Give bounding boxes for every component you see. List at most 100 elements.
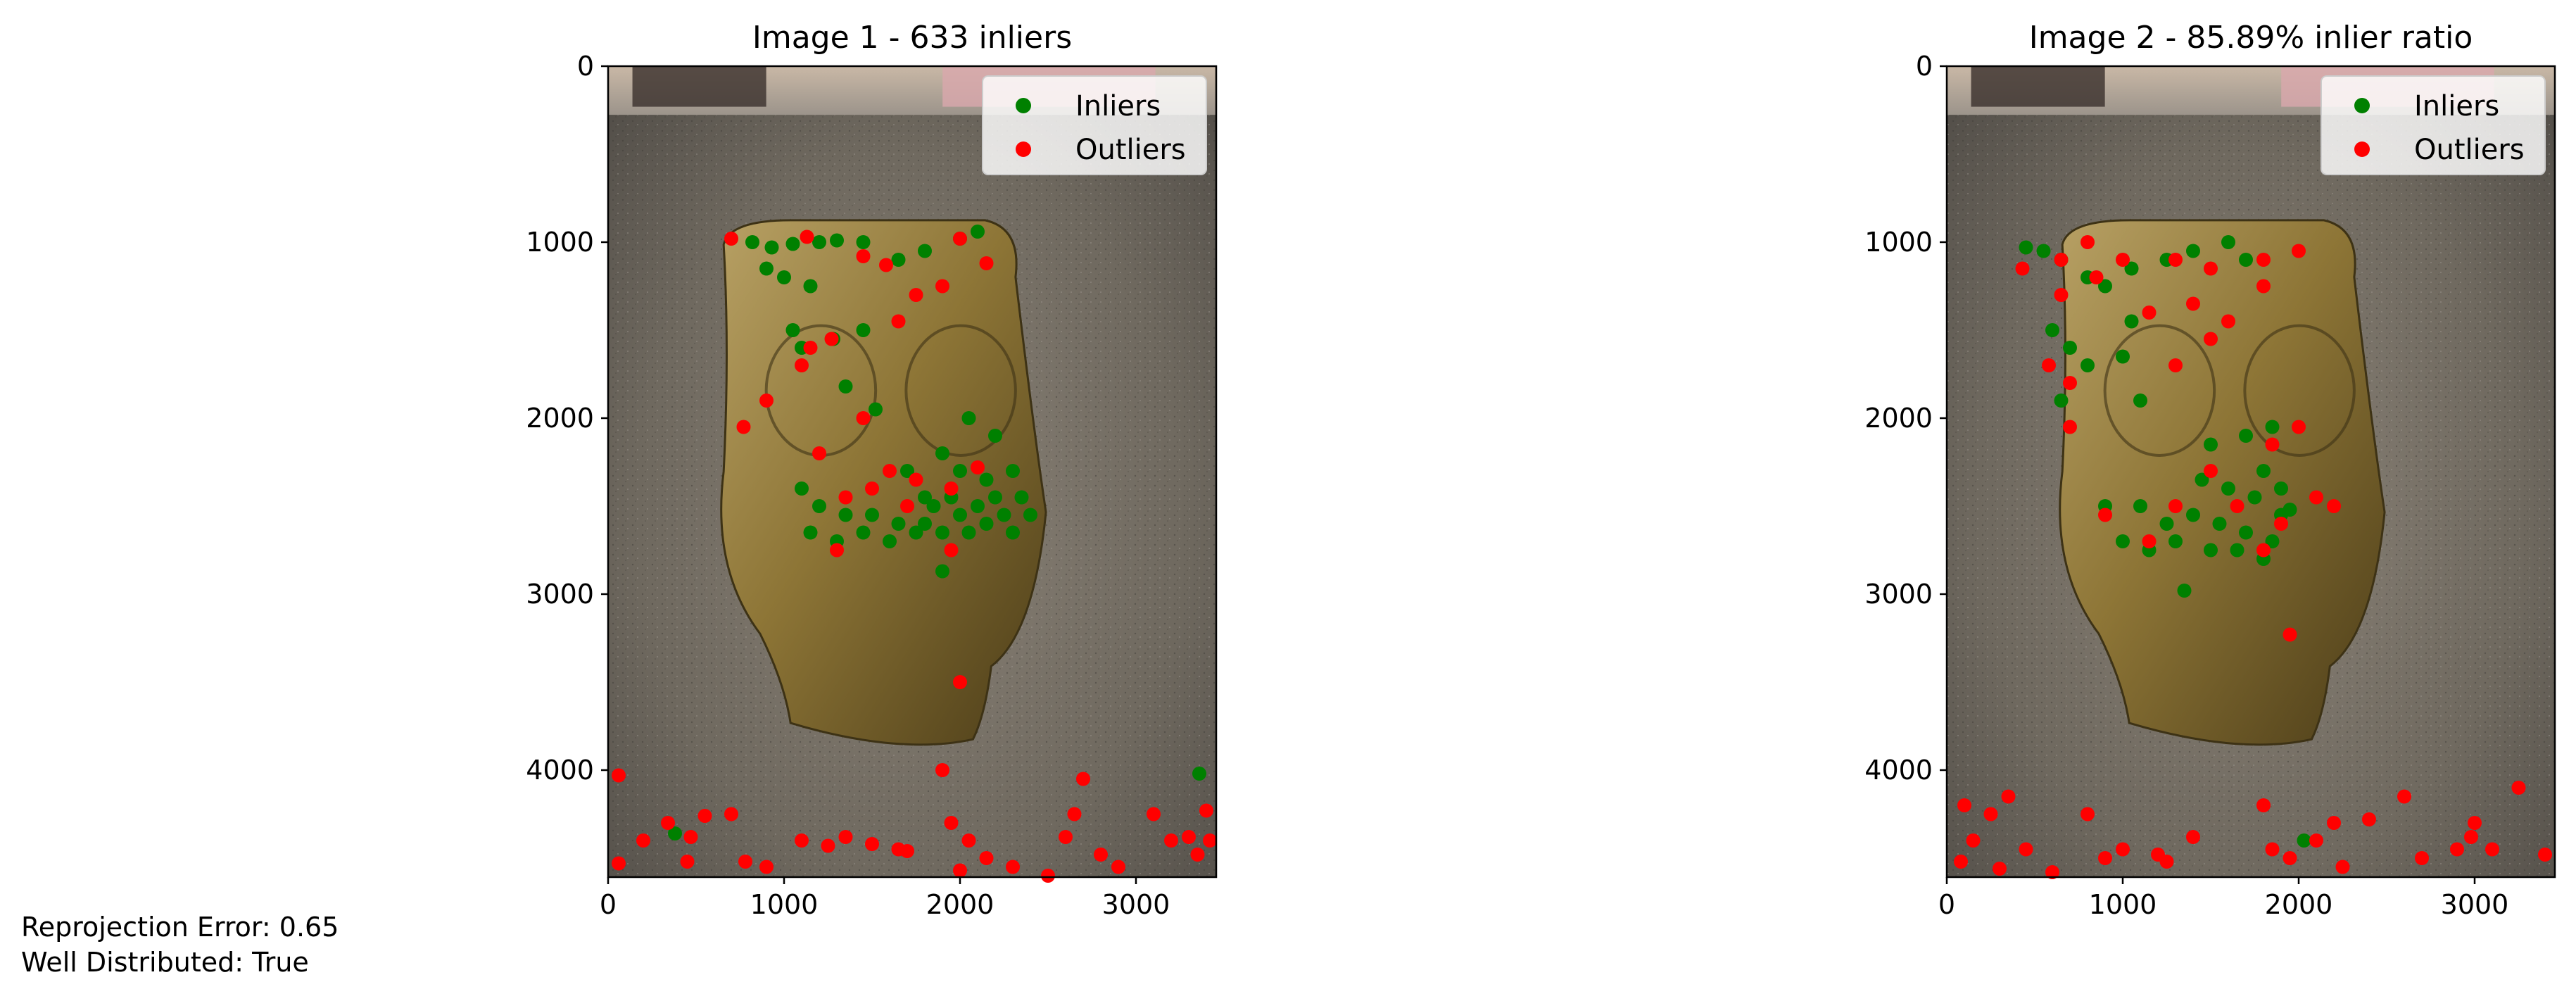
photo-background bbox=[1947, 66, 2555, 877]
outlier-point bbox=[2221, 314, 2235, 329]
outlier-point bbox=[2204, 261, 2218, 276]
outlier-point bbox=[2142, 306, 2157, 320]
outlier-point bbox=[795, 358, 809, 372]
legend-label: Inliers bbox=[2414, 90, 2499, 122]
outlier-point bbox=[883, 464, 897, 478]
outlier-point bbox=[1094, 848, 1108, 862]
y-tick-label: 2000 bbox=[526, 403, 594, 434]
inlier-point bbox=[2247, 490, 2262, 505]
legend-label: Inliers bbox=[1075, 90, 1161, 122]
inlier-point bbox=[2195, 472, 2209, 487]
outlier-point bbox=[2335, 860, 2350, 874]
y-tick-label: 2000 bbox=[1864, 403, 1933, 434]
outlier-point bbox=[683, 830, 698, 844]
outlier-point bbox=[2063, 420, 2077, 434]
inlier-point bbox=[909, 525, 923, 540]
outlier-point bbox=[909, 288, 923, 302]
inlier-point bbox=[883, 534, 897, 548]
inlier-point bbox=[953, 508, 967, 522]
outlier-point bbox=[2274, 517, 2288, 531]
y-tick-label: 4000 bbox=[526, 755, 594, 786]
inlier-point bbox=[2186, 508, 2200, 522]
inlier-point bbox=[785, 323, 800, 337]
outlier-point bbox=[1182, 830, 1196, 844]
outlier-point bbox=[2098, 851, 2112, 865]
inlier-point bbox=[971, 225, 985, 239]
outlier-point bbox=[935, 763, 949, 777]
inlier-point bbox=[2283, 503, 2297, 517]
inlier-point bbox=[918, 244, 932, 258]
inlier-point bbox=[2221, 235, 2235, 249]
inlier-point bbox=[856, 525, 871, 540]
x-tick-label: 2000 bbox=[2265, 889, 2333, 920]
outlier-point bbox=[680, 855, 695, 869]
outlier-point bbox=[2019, 842, 2033, 857]
outlier-point bbox=[2485, 842, 2499, 857]
inlier-point bbox=[2186, 244, 2200, 258]
outlier-point bbox=[2204, 464, 2218, 478]
inlier-point bbox=[2133, 394, 2147, 408]
outlier-point bbox=[795, 833, 809, 848]
outlier-point bbox=[909, 472, 923, 487]
outlier-point bbox=[803, 341, 818, 355]
y-tick-label: 0 bbox=[1916, 51, 1933, 82]
inlier-point bbox=[856, 235, 871, 249]
series-outliers bbox=[1954, 235, 2552, 879]
outlier-point bbox=[2186, 830, 2200, 844]
legend-marker bbox=[1016, 141, 1031, 157]
outlier-point bbox=[944, 816, 959, 830]
outlier-point bbox=[2511, 781, 2526, 795]
outlier-point bbox=[935, 279, 949, 294]
inlier-point bbox=[865, 508, 879, 522]
outlier-point bbox=[979, 256, 994, 270]
inlier-point bbox=[2265, 534, 2280, 548]
inlier-point bbox=[2239, 429, 2253, 443]
inlier-point bbox=[1014, 490, 1029, 505]
inlier-point bbox=[2133, 499, 2147, 513]
panel-image-2: 0 1000 2000 3000 0 1000 2000 3000 4000 Image 2 - … bbox=[1864, 20, 2556, 920]
outlier-point bbox=[724, 232, 738, 246]
outlier-point bbox=[891, 314, 906, 329]
outlier-point bbox=[800, 229, 814, 244]
y-tick-label: 4000 bbox=[1864, 755, 1933, 786]
outlier-point bbox=[1041, 869, 1055, 883]
outlier-point bbox=[1199, 803, 1213, 818]
outlier-point bbox=[2327, 816, 2341, 830]
inlier-point bbox=[812, 499, 826, 513]
inlier-point bbox=[2019, 240, 2033, 255]
outlier-point bbox=[979, 851, 994, 865]
inlier-point bbox=[2297, 833, 2311, 848]
inlier-point bbox=[2124, 261, 2139, 276]
outlier-point bbox=[953, 863, 967, 878]
outlier-point bbox=[1111, 860, 1125, 874]
inlier-point bbox=[971, 499, 985, 513]
outlier-point bbox=[900, 499, 914, 513]
outlier-point bbox=[2204, 332, 2218, 346]
outlier-point bbox=[697, 809, 712, 823]
y-tick-label: 0 bbox=[577, 51, 594, 82]
y-tick-label: 1000 bbox=[526, 227, 594, 258]
outlier-point bbox=[1993, 862, 2007, 876]
inlier-point bbox=[2116, 534, 2130, 548]
outlier-point bbox=[1164, 833, 1178, 848]
inlier-point bbox=[2239, 253, 2253, 267]
inlier-point bbox=[953, 464, 967, 478]
outlier-point bbox=[1006, 860, 1020, 874]
outlier-point bbox=[2116, 842, 2130, 857]
outlier-point bbox=[759, 394, 774, 408]
inlier-point bbox=[759, 261, 774, 276]
outlier-point bbox=[856, 249, 871, 263]
outlier-point bbox=[2142, 534, 2157, 548]
outlier-point bbox=[2168, 253, 2183, 267]
inlier-point bbox=[2177, 584, 2192, 598]
outlier-point bbox=[636, 833, 650, 848]
inlier-point bbox=[812, 235, 826, 249]
inlier-point bbox=[979, 472, 994, 487]
inlier-point bbox=[891, 253, 906, 267]
inlier-point bbox=[777, 270, 791, 284]
inlier-point bbox=[2204, 437, 2218, 452]
inlier-point bbox=[2159, 517, 2174, 531]
y-tick-label: 3000 bbox=[526, 579, 594, 610]
outlier-point bbox=[1067, 807, 1082, 821]
